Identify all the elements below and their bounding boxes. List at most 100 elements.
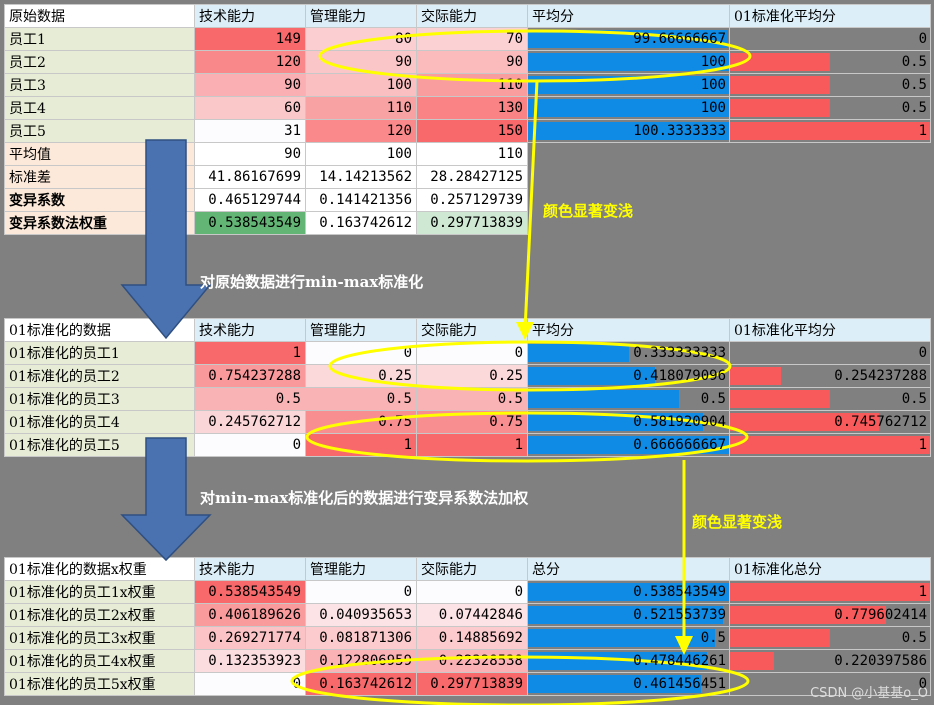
data-cell[interactable]: 1 [194,341,306,365]
row-label[interactable]: 员工1 [4,27,195,51]
stat-cell[interactable]: 0.538543549 [194,211,306,235]
average-bar-cell[interactable]: 0.478446261 [527,649,730,673]
average-bar-cell[interactable]: 100 [527,50,730,74]
stat-label[interactable]: 平均值 [4,142,195,166]
header-cell[interactable]: 管理能力 [305,318,417,342]
header-cell[interactable]: 管理能力 [305,557,417,581]
data-cell[interactable]: 0.754237288 [194,364,306,388]
stat-cell[interactable]: 14.14213562 [305,165,417,189]
data-cell[interactable]: 70 [416,27,528,51]
data-cell[interactable]: 90 [416,50,528,74]
stat-cell[interactable]: 0.465129744 [194,188,306,212]
data-cell[interactable]: 0.122806959 [305,649,417,673]
data-cell[interactable]: 0.22328538 [416,649,528,673]
data-cell[interactable]: 120 [305,119,417,143]
normalized-bar-cell[interactable]: 1 [729,119,931,143]
data-cell[interactable]: 31 [194,119,306,143]
data-cell[interactable]: 0 [305,341,417,365]
data-cell[interactable]: 0.040935653 [305,603,417,627]
stat-cell[interactable]: 100 [305,142,417,166]
row-label[interactable]: 01标准化的员工4x权重 [4,649,195,673]
data-cell[interactable]: 0.5 [416,387,528,411]
data-cell[interactable]: 0.132353923 [194,649,306,673]
stat-cell[interactable]: 0.257129739 [416,188,528,212]
row-label[interactable]: 员工2 [4,50,195,74]
average-bar-cell[interactable]: 0.5 [527,387,730,411]
average-bar-cell[interactable]: 0.5 [527,626,730,650]
data-cell[interactable]: 149 [194,27,306,51]
data-cell[interactable]: 0.75 [416,410,528,434]
data-cell[interactable]: 0 [194,433,306,457]
normalized-bar-cell[interactable]: 1 [729,580,931,604]
header-cell[interactable]: 01标准化的数据x权重 [4,557,195,581]
header-cell[interactable]: 技术能力 [194,557,306,581]
data-cell[interactable]: 90 [194,73,306,97]
normalized-bar-cell[interactable]: 0.779602414 [729,603,931,627]
row-label[interactable]: 01标准化的员工2x权重 [4,603,195,627]
data-cell[interactable]: 0.081871306 [305,626,417,650]
row-label[interactable]: 01标准化的员工4 [4,410,195,434]
average-bar-cell[interactable]: 100.3333333 [527,119,730,143]
data-cell[interactable]: 0.07442846 [416,603,528,627]
data-cell[interactable]: 0.75 [305,410,417,434]
normalized-bar-cell[interactable]: 0.5 [729,626,931,650]
normalized-bar-cell[interactable]: 0.5 [729,73,931,97]
normalized-bar-cell[interactable]: 0 [729,672,931,696]
row-label[interactable]: 01标准化的员工5 [4,433,195,457]
stat-cell[interactable]: 41.86167699 [194,165,306,189]
row-label[interactable]: 01标准化的员工2 [4,364,195,388]
row-label[interactable]: 员工4 [4,96,195,120]
stat-label[interactable]: 标准差 [4,165,195,189]
header-cell[interactable]: 平均分 [527,318,730,342]
average-bar-cell[interactable]: 100 [527,73,730,97]
stat-cell[interactable]: 0.163742612 [305,211,417,235]
normalized-bar-cell[interactable]: 0 [729,27,931,51]
data-cell[interactable]: 0.5 [305,387,417,411]
stat-cell[interactable]: 28.28427125 [416,165,528,189]
row-label[interactable]: 01标准化的员工1 [4,341,195,365]
row-label[interactable]: 01标准化的员工5x权重 [4,672,195,696]
average-bar-cell[interactable]: 0.581920904 [527,410,730,434]
normalized-bar-cell[interactable]: 0.5 [729,96,931,120]
normalized-bar-cell[interactable]: 0.220397586 [729,649,931,673]
stat-cell[interactable]: 0.297713839 [416,211,528,235]
data-cell[interactable]: 60 [194,96,306,120]
header-cell[interactable]: 技术能力 [194,318,306,342]
row-label[interactable]: 员工3 [4,73,195,97]
data-cell[interactable]: 80 [305,27,417,51]
stat-cell[interactable]: 90 [194,142,306,166]
data-cell[interactable]: 1 [416,433,528,457]
data-cell[interactable]: 110 [416,73,528,97]
data-cell[interactable]: 120 [194,50,306,74]
data-cell[interactable]: 0 [194,672,306,696]
normalized-bar-cell[interactable]: 1 [729,433,931,457]
header-cell[interactable]: 管理能力 [305,4,417,28]
header-cell[interactable]: 总分 [527,557,730,581]
row-label[interactable]: 员工5 [4,119,195,143]
header-cell[interactable]: 原始数据 [4,4,195,28]
average-bar-cell[interactable]: 0.538543549 [527,580,730,604]
data-cell[interactable]: 0.297713839 [416,672,528,696]
average-bar-cell[interactable]: 100 [527,96,730,120]
header-cell[interactable]: 技术能力 [194,4,306,28]
normalized-bar-cell[interactable]: 0 [729,341,931,365]
data-cell[interactable]: 110 [305,96,417,120]
stat-label[interactable]: 变异系数法权重 [4,211,195,235]
stat-cell[interactable]: 110 [416,142,528,166]
normalized-bar-cell[interactable]: 0.5 [729,50,931,74]
data-cell[interactable]: 0 [416,341,528,365]
average-bar-cell[interactable]: 0.666666667 [527,433,730,457]
data-cell[interactable]: 0 [305,580,417,604]
data-cell[interactable]: 0.25 [305,364,417,388]
normalized-bar-cell[interactable]: 0.5 [729,387,931,411]
row-label[interactable]: 01标准化的员工1x权重 [4,580,195,604]
average-bar-cell[interactable]: 0.461456451 [527,672,730,696]
header-cell[interactable]: 交际能力 [416,4,528,28]
data-cell[interactable]: 0.5 [194,387,306,411]
average-bar-cell[interactable]: 0.418079096 [527,364,730,388]
data-cell[interactable]: 0.25 [416,364,528,388]
data-cell[interactable]: 0.269271774 [194,626,306,650]
data-cell[interactable]: 0.163742612 [305,672,417,696]
data-cell[interactable]: 90 [305,50,417,74]
header-cell[interactable]: 平均分 [527,4,730,28]
